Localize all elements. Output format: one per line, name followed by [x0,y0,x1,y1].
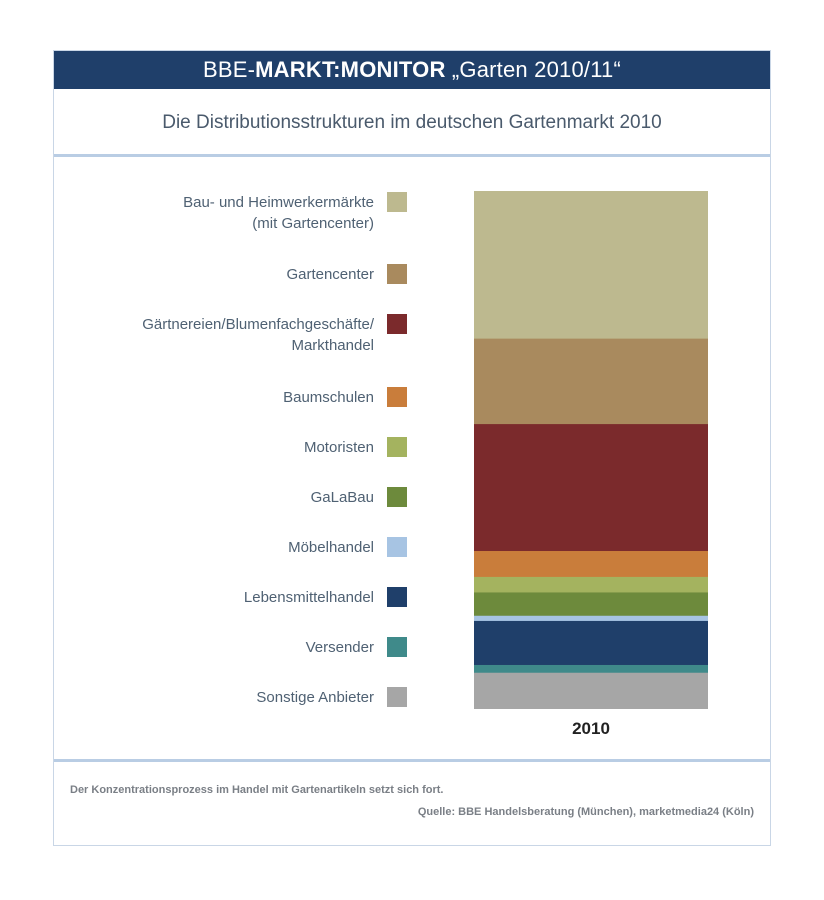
bar-segment-2 [474,424,708,552]
legend-swatch-5 [387,487,407,507]
title-bold: MARKT:MONITOR [255,57,446,82]
bar-segment-8 [474,664,708,674]
legend-label-2: Gärtnereien/Blumenfachgeschäfte/ Marktha… [142,315,374,354]
legend-label-6: Möbelhandel [288,538,374,556]
legend-swatch-2 [387,314,407,334]
legend-swatch-0 [387,192,407,212]
legend-label-8: Versender [305,638,374,656]
legend-swatch-1 [387,264,407,284]
legend-swatch-9 [387,687,407,707]
bar-segment-1 [474,338,708,425]
legend-swatch-8 [387,637,407,657]
legend-label-0: Bau- und Heimwerkermärkte (mit Gartencen… [183,193,374,232]
legend-label-1: Gartencenter [286,265,374,283]
chart-card: BBE-MARKT:MONITOR „Garten 2010/11“ Die D… [53,50,771,846]
legend-swatch-3 [387,387,407,407]
footer-divider [54,759,770,762]
legend-label-3: Baumschulen [283,388,374,406]
legend-label-7: Lebensmittelhandel [243,588,374,606]
footer-note: Der Konzentrationsprozess im Handel mit … [70,784,444,796]
bar-segment-9 [474,672,708,709]
legend-swatch-6 [387,537,407,557]
bar-segment-3 [474,551,708,578]
legend-label-4: Motoristen [303,438,374,456]
legend-label-5: GaLaBau [310,488,374,506]
chart-subtitle: Die Distributionsstrukturen im deutschen… [54,89,770,157]
stacked-bar-chart [474,191,708,709]
bar-segment-6 [474,615,708,622]
bar-segment-5 [474,592,708,617]
chart-title-bar: BBE-MARKT:MONITOR „Garten 2010/11“ [54,51,770,89]
bar-segment-7 [474,620,708,666]
title-prefix: BBE- [203,57,256,82]
bar-segment-4 [474,576,708,593]
legend-swatch-7 [387,587,407,607]
legend-label-9: Sonstige Anbieter [256,688,374,706]
bar-segment-0 [474,191,708,340]
title-suffix: „Garten 2010/11“ [445,57,621,82]
legend-swatch-4 [387,437,407,457]
x-tick-label: 2010 [572,719,610,738]
source-credit: Quelle: BBE Handelsberatung (München), m… [417,806,754,818]
